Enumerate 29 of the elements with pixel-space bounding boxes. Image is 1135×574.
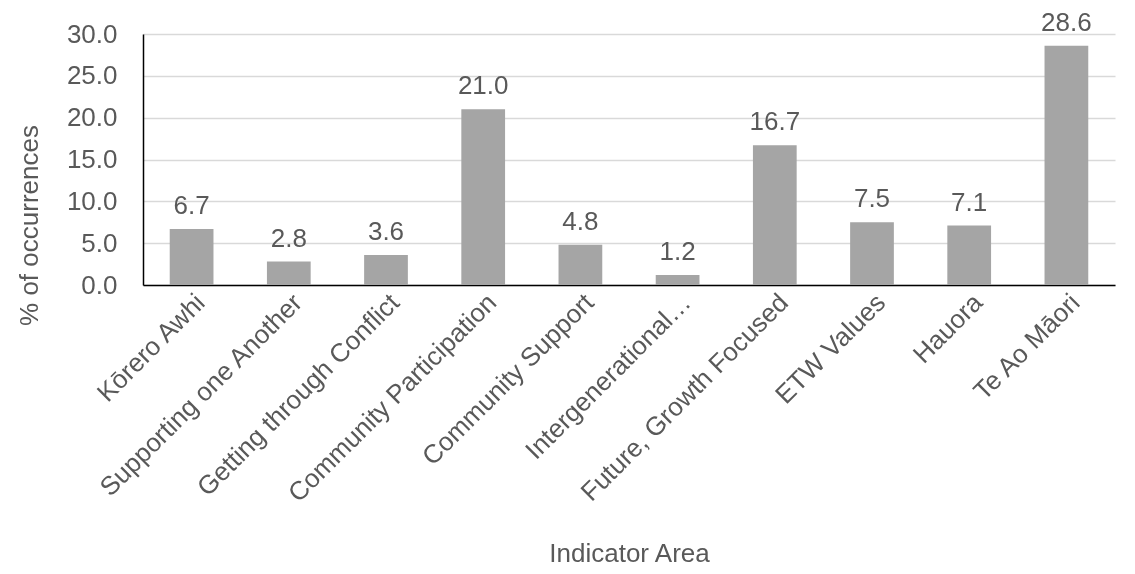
bar [655, 274, 700, 285]
y-tick-label: 25.0 [66, 60, 118, 91]
data-label: 4.8 [562, 205, 599, 236]
y-axis-title: % of occurrences [13, 125, 44, 326]
bar [364, 254, 408, 285]
y-tick-label: 15.0 [66, 144, 118, 174]
data-label: 16.7 [749, 106, 801, 137]
bar [266, 261, 311, 285]
y-tick-label: 10.0 [66, 185, 118, 216]
data-label: 7.5 [853, 183, 891, 214]
bar [169, 228, 214, 285]
data-label: 6.7 [173, 189, 210, 220]
data-label: 2.8 [270, 222, 307, 253]
x-axis-title: Indicator Area [549, 537, 711, 568]
data-label: 1.2 [659, 235, 696, 266]
data-label: 7.1 [951, 186, 988, 217]
bar [752, 145, 797, 285]
y-tick-label: 0.0 [81, 269, 118, 300]
bar [558, 244, 603, 285]
data-label: 3.6 [367, 215, 405, 246]
y-tick-label: 20.0 [66, 102, 118, 133]
y-tick-label: 5.0 [81, 227, 118, 258]
y-tick-label: 30.0 [66, 18, 118, 49]
bar [1044, 45, 1089, 285]
data-label: 21.0 [457, 70, 509, 101]
bar [461, 109, 506, 285]
data-label: 28.6 [1041, 6, 1092, 37]
bar [850, 222, 894, 285]
bar [947, 225, 992, 285]
